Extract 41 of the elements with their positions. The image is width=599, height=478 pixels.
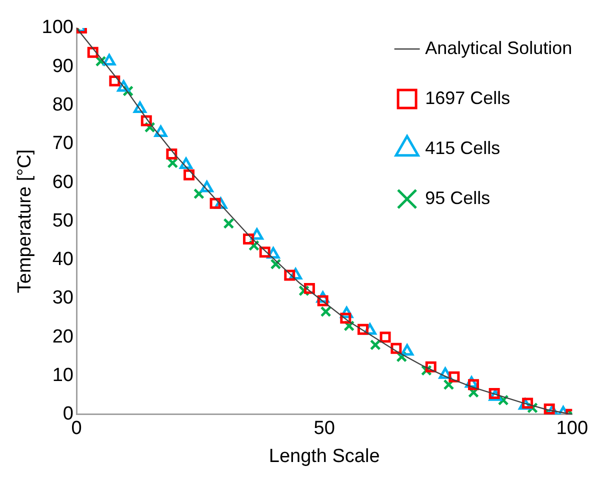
legend-label: Analytical Solution: [425, 38, 572, 58]
y-tick-label: 70: [52, 133, 74, 154]
point: [357, 324, 368, 335]
point: [184, 169, 195, 180]
y-tick-label: 20: [52, 326, 74, 348]
point: [544, 404, 555, 414]
y-tick-label: 0: [62, 404, 74, 425]
legend-label: 95 Cells: [425, 188, 490, 208]
y-tick-label: 100: [42, 17, 74, 38]
point: [223, 218, 234, 230]
point: [243, 233, 254, 244]
point: [380, 332, 391, 343]
point: [320, 306, 332, 318]
legend-label: 1697 Cells: [425, 88, 510, 108]
point: [210, 198, 221, 209]
point: [390, 342, 402, 354]
x-axis-title: Length Scale: [268, 446, 380, 467]
point: [166, 148, 178, 160]
point: [284, 270, 296, 281]
point: [180, 158, 192, 170]
point: [102, 54, 116, 66]
point: [167, 157, 178, 168]
point: [370, 339, 381, 350]
point: [448, 371, 460, 382]
y-tick-label: 60: [52, 172, 74, 193]
y-tick-label: 80: [52, 94, 74, 116]
point: [259, 246, 270, 258]
y-tick-label: 30: [52, 288, 74, 309]
y-tick-label: 50: [52, 210, 74, 232]
point: [340, 312, 352, 324]
y-tick-label: 10: [52, 364, 74, 386]
legend-label: 415 Cells: [425, 138, 500, 158]
y-tick-label: 90: [52, 56, 74, 77]
point: [304, 282, 315, 294]
y-axis-title: Temperature [°C]: [14, 149, 36, 294]
point: [154, 125, 168, 137]
point: [400, 344, 414, 356]
point: [87, 46, 98, 58]
x-tick-label: 100: [556, 418, 588, 440]
y-tick-label: 40: [52, 249, 74, 270]
x-tick-label: 50: [314, 418, 335, 440]
